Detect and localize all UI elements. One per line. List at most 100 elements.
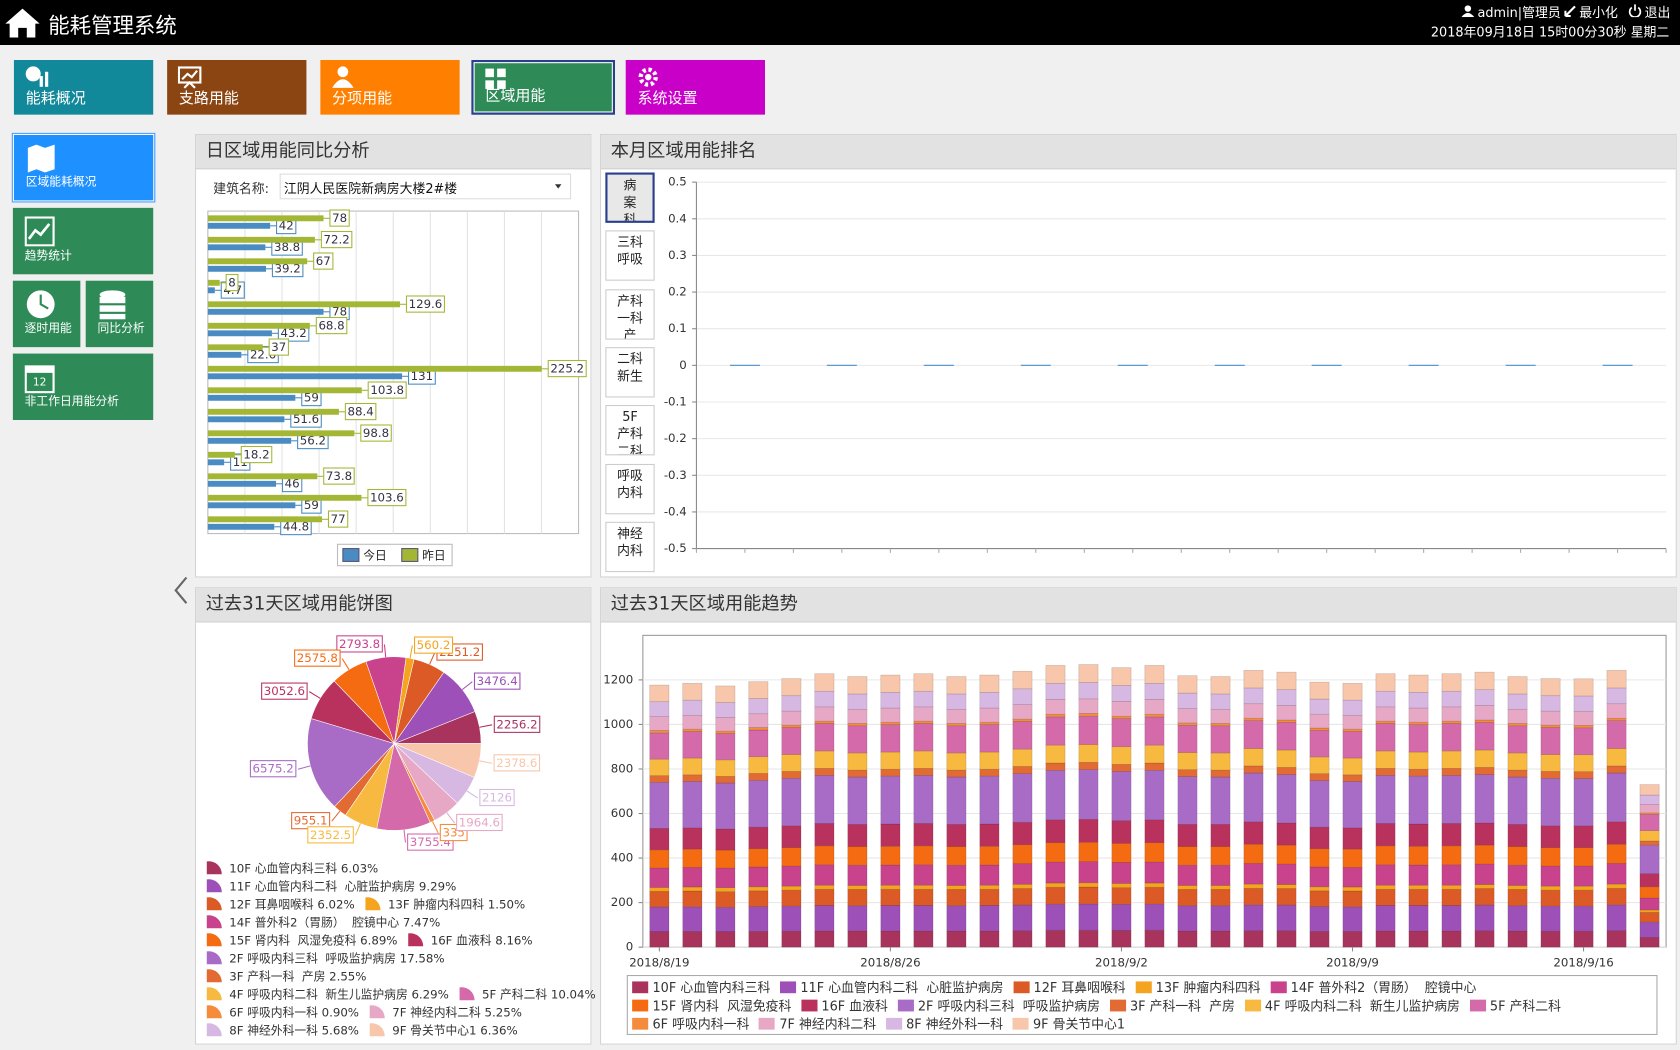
bar-segment: [1012, 821, 1033, 846]
label-leader: [403, 829, 407, 843]
bar-segment: [1144, 699, 1165, 715]
side-item-active[interactable]: 区域能耗概况: [11, 132, 156, 203]
bar-segment: [649, 775, 670, 783]
bar-segment: [682, 728, 703, 732]
side-item[interactable]: 同比分析: [85, 280, 154, 348]
bar-segment: [1045, 819, 1066, 844]
bar-segment: [1078, 882, 1099, 888]
bar-segment: [682, 757, 703, 776]
label-box: [360, 424, 392, 442]
bar-segment: [1243, 772, 1264, 823]
bar-segment: [979, 721, 1000, 725]
legend-label: 4F 呼吸内科二科 新生儿监护病房: [1264, 998, 1460, 1014]
legend-label: 5F 产科二科: [1489, 998, 1562, 1014]
legend-label: 16F 血液科: [821, 998, 888, 1014]
bar-segment: [1144, 716, 1165, 746]
bar-segment: [1474, 774, 1495, 824]
legend-swatch: [897, 999, 914, 1012]
bar-segment: [1012, 766, 1033, 774]
legend-icon: [206, 951, 222, 965]
bar-segment: [1111, 763, 1132, 772]
rank-item[interactable]: 三科呼吸: [605, 230, 655, 282]
side-item[interactable]: 12 非工作日用能分析: [12, 353, 154, 421]
bar-segment: [1342, 827, 1363, 850]
bar: [207, 365, 542, 372]
legend-item: 6F 呼吸内科一科: [632, 1015, 749, 1033]
bar-segment: [979, 775, 1000, 825]
legend-label: 13F 肿瘤内科四科 1.50%: [388, 897, 525, 911]
nav-tile-active[interactable]: 区域用能: [471, 60, 616, 115]
label-box: [405, 295, 445, 313]
bar-segment: [1111, 771, 1132, 821]
collapse-arrow[interactable]: [171, 575, 190, 605]
x-tick-label: 2018/9/9: [1326, 956, 1379, 970]
rank-item[interactable]: 神经内科: [605, 521, 655, 572]
y-tick-label: 1200: [603, 672, 633, 686]
legend-label: 16F 血液科 8.16%: [431, 933, 533, 947]
bar-segment: [1276, 930, 1297, 948]
value-label: 78: [332, 305, 347, 319]
bar-segment: [880, 845, 901, 866]
bar-segment: [1045, 683, 1066, 700]
bar-segment: [1408, 724, 1429, 753]
nav-tile[interactable]: 分项用能: [320, 60, 460, 115]
bar-segment: [814, 775, 835, 824]
bar-segment: [1507, 885, 1528, 890]
bar-segment: [1474, 719, 1495, 723]
legend-icon: [206, 933, 222, 947]
panel-title: 日区域用能同比分析: [196, 135, 591, 170]
side-item[interactable]: 趋势统计: [12, 207, 154, 275]
bar-segment: [814, 845, 835, 866]
bar-segment: [814, 884, 835, 890]
bar-segment: [1408, 768, 1429, 777]
label-box: [225, 273, 239, 292]
exit-button[interactable]: 退出: [1644, 5, 1671, 21]
building-select[interactable]: 江阴人民医院新病房大楼2#楼: [279, 173, 572, 200]
nav-tile[interactable]: 支路用能: [167, 60, 307, 115]
bar-segment: [1243, 843, 1264, 864]
bar-segment: [1573, 725, 1594, 729]
bar-segment: [715, 730, 736, 734]
legend-label: 14F 普外科2（胃肠） 腔镜中心: [1290, 980, 1477, 996]
bar-segment: [1375, 823, 1396, 847]
bar-segment: [880, 775, 901, 825]
legend-label: 7F 神经内科二科: [779, 1016, 877, 1032]
bar-segment: [1276, 888, 1297, 906]
bar-segment: [1606, 703, 1627, 719]
label-leader: [466, 790, 479, 799]
nav-tile[interactable]: 系统设置: [625, 60, 766, 115]
bar-segment: [1012, 670, 1033, 690]
value-label: 44.8: [283, 520, 309, 534]
bar-segment: [1045, 769, 1066, 821]
bar-segment: [1210, 885, 1231, 890]
bar-segment: [1144, 819, 1165, 844]
bar-segment: [880, 707, 901, 723]
legend-label: 9F 骨关节中心1 6.36%: [392, 1023, 517, 1037]
bar: [207, 394, 296, 401]
home-icon[interactable]: [4, 6, 40, 38]
bar-segment: [1540, 905, 1561, 932]
bar-segment: [715, 887, 736, 893]
y-tick-label: 0.1: [668, 321, 687, 335]
bar-segment: [979, 930, 1000, 948]
bar-segment: [1309, 727, 1330, 731]
bar-segment: [1507, 776, 1528, 825]
bar-segment: [682, 682, 703, 701]
nav-tile[interactable]: 能耗概况: [13, 60, 154, 115]
bar-segment: [715, 849, 736, 869]
bar-segment: [781, 754, 802, 772]
user-link[interactable]: admin|管理员: [1477, 5, 1561, 21]
bar-segment: [913, 723, 934, 752]
rank-item[interactable]: 二科新生: [605, 347, 655, 398]
rank-item[interactable]: 5F产科二科: [605, 405, 655, 456]
bar-segment: [1144, 762, 1165, 771]
bar-segment: [847, 885, 868, 890]
value-label: 43.2: [280, 326, 306, 340]
rank-item[interactable]: 呼吸内科: [605, 463, 655, 514]
minimize-button[interactable]: 最小化: [1579, 5, 1618, 21]
rank-item[interactable]: 产科一科产: [605, 288, 655, 340]
bar-segment: [1540, 724, 1561, 728]
bar-segment: [913, 888, 934, 906]
side-item[interactable]: 逐时用能: [12, 280, 81, 348]
rank-item[interactable]: 病案科: [605, 172, 655, 223]
